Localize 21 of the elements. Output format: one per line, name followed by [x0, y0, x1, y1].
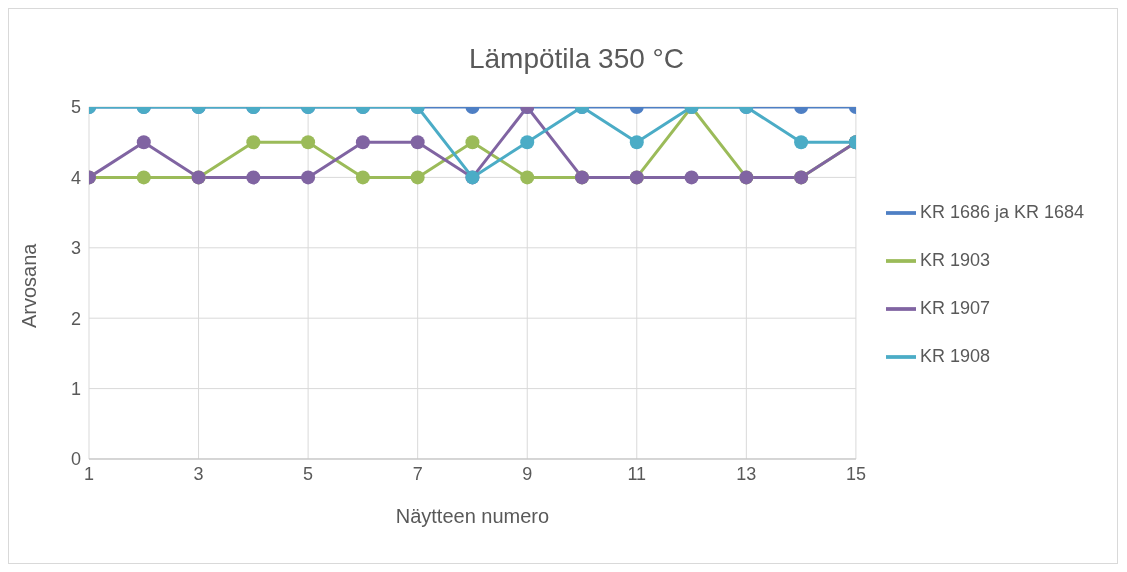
legend-label: KR 1907 — [919, 298, 990, 318]
y-tick-label: 2 — [70, 308, 81, 329]
x-tick-label: 3 — [193, 463, 204, 484]
x-tick-label: 7 — [412, 463, 423, 484]
x-tick-label: 5 — [303, 463, 314, 484]
x-tick-label: 15 — [845, 463, 866, 484]
x-tick-label: 13 — [736, 463, 757, 484]
y-axis-title: Arvosana — [18, 242, 41, 328]
chart-title: Lämpötila 350 °C — [467, 43, 686, 75]
x-tick-label: 9 — [522, 463, 533, 484]
y-tick-label: 3 — [70, 238, 81, 259]
y-tick-label: 0 — [70, 449, 81, 470]
y-tick-label: 1 — [70, 378, 81, 399]
legend-label: KR 1908 — [919, 346, 990, 366]
legend-label: KR 1903 — [919, 250, 990, 270]
x-tick-label: 11 — [627, 463, 647, 484]
y-tick-label: 4 — [70, 167, 81, 188]
x-tick-label: 1 — [83, 463, 95, 484]
x-axis-title: Näytteen numero — [395, 505, 550, 527]
legend-label: KR 1686 ja KR 1684 — [919, 202, 1084, 222]
y-tick-label: 5 — [70, 97, 81, 118]
